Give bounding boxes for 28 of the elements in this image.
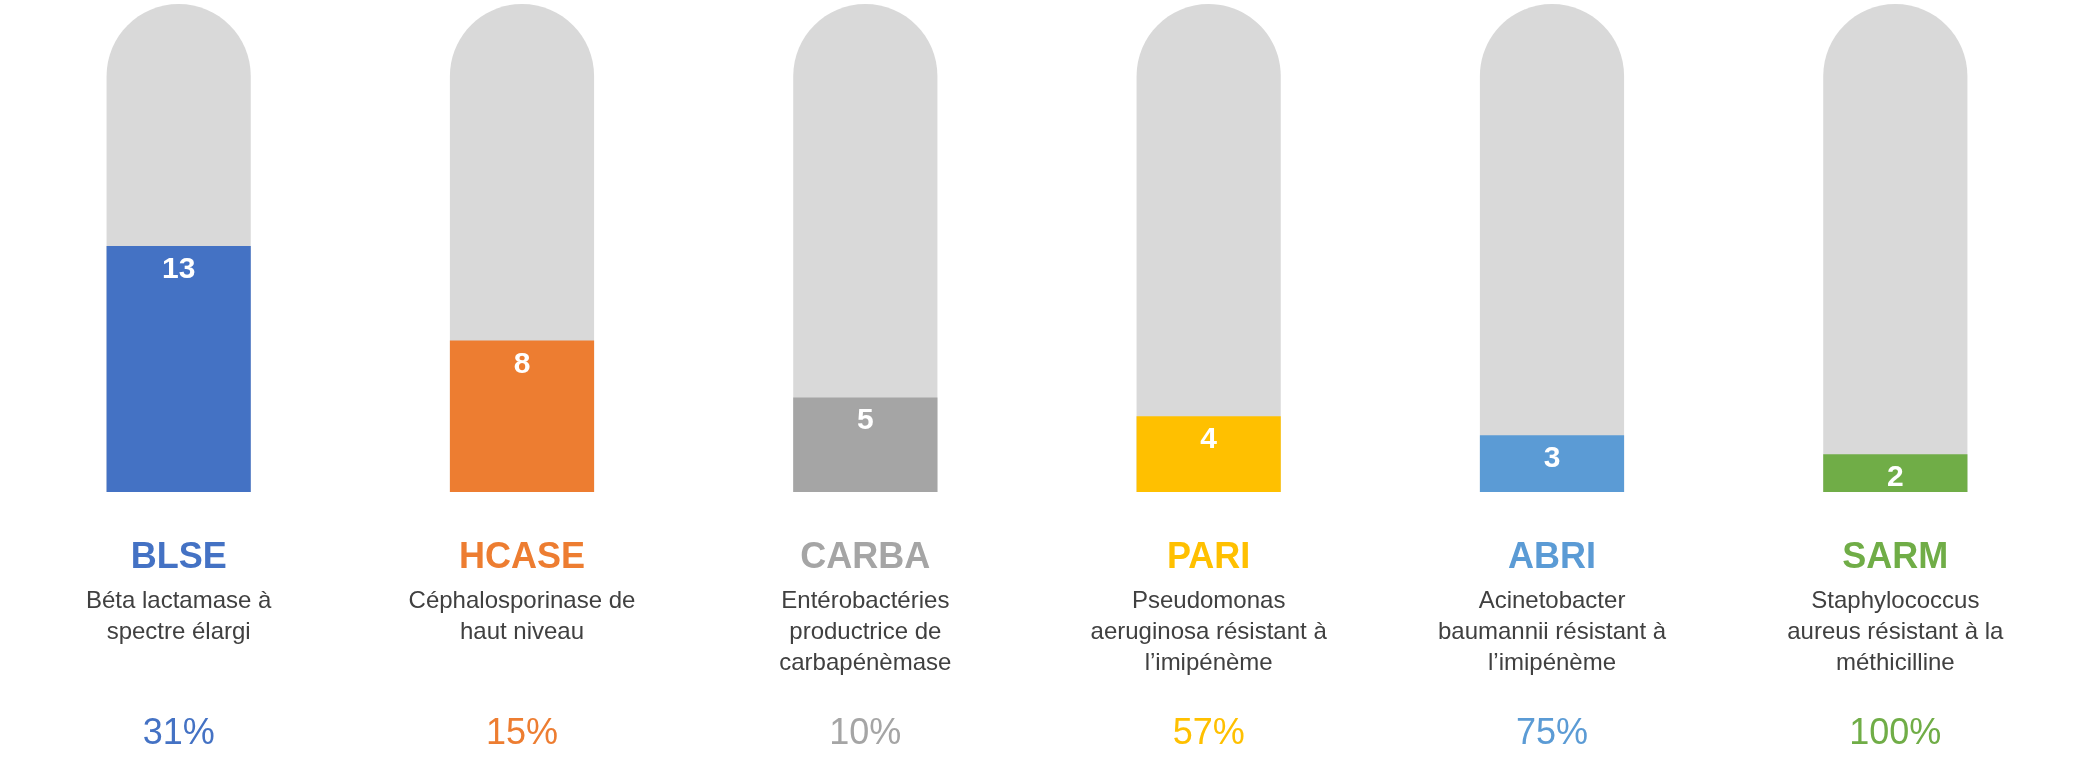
x-tick-label: SARM	[1842, 535, 1949, 576]
text: 15%	[485, 711, 559, 752]
text: Acinetobacter baumannii résistant à l’imipénème	[1437, 586, 1667, 675]
data-label: 5	[856, 402, 874, 436]
data-label: 8	[513, 345, 531, 379]
text: 100%	[1849, 711, 1942, 752]
bar	[1136, 416, 1281, 492]
bar	[793, 397, 938, 492]
text: Pseudomonas aeruginosa résistant à l’imipénème	[1090, 586, 1328, 675]
bar	[1823, 454, 1968, 492]
text: 75%	[1515, 711, 1589, 752]
x-tick-label: PARI	[1166, 535, 1251, 576]
text: Staphylococcus aureus résistant à la méthicilline	[1787, 586, 2005, 675]
text: Céphalosporinase de haut niveau	[408, 586, 636, 644]
x-tick-label: ABRI	[1508, 535, 1596, 576]
text: 10%	[829, 711, 902, 752]
x-tick-label: CARBA	[800, 535, 931, 576]
x-tick-label: BLSE	[130, 535, 227, 576]
bar	[1479, 435, 1625, 492]
data-label: 2	[1886, 459, 1904, 493]
data-label: 3	[1543, 440, 1561, 474]
data-label: 4	[1200, 421, 1218, 455]
text: 31%	[142, 711, 215, 752]
data-label: 13	[161, 251, 196, 284]
x-tick-label: HCASE	[458, 535, 586, 576]
text: Entérobactéries productrice de carbapénèmase	[779, 586, 952, 675]
text: 57%	[1172, 711, 1245, 752]
text: Béta lactamase à spectre élargi	[85, 586, 273, 644]
